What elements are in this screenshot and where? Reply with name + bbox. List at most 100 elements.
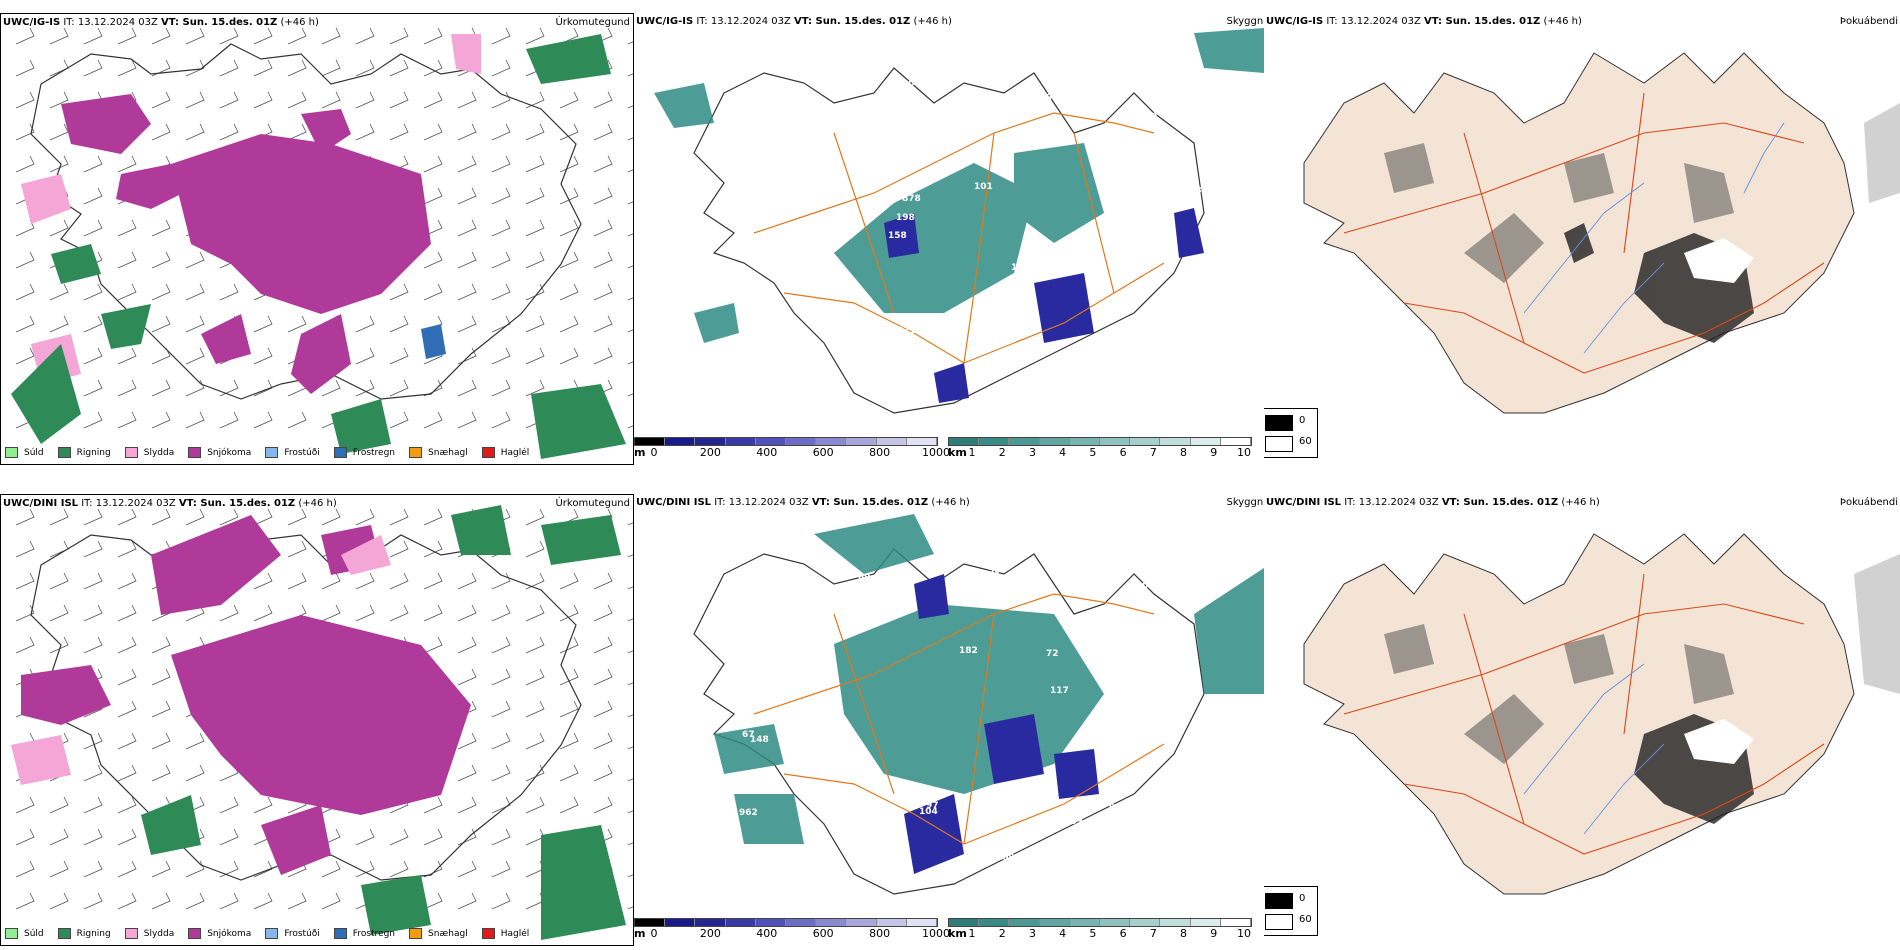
wind-barb [219,604,239,622]
wind-barb [15,27,35,45]
ceiling-value-label: 58 [912,127,925,137]
wind-barb [559,604,579,622]
ceiling-value-label: 102 [1136,581,1155,591]
wind-barb [151,315,171,333]
legend-label: Frostregn [352,928,396,939]
ceiling-value-label: 972 [1132,370,1151,380]
ceiling-value-label: 74 [1117,668,1130,678]
wind-barb [525,219,545,237]
wind-barb [559,732,579,750]
colorbar-tick: 1 [968,446,976,459]
ceiling-value-label: 203 [1006,142,1025,152]
ceiling-value-label: 49 [1094,369,1107,379]
wind-barb [219,796,239,814]
wind-barb [15,828,35,846]
wind-barb [355,91,375,109]
rain-areas [11,34,626,459]
ceiling-value-label: 158 [888,231,907,241]
wind-barb [83,315,103,333]
wind-barb [559,796,579,814]
wind-barb [185,411,205,429]
wind-barb [321,379,341,397]
colorbar-tick: 1000 [922,927,950,940]
ceiling-value-label: 198 [896,213,915,223]
wind-barb [525,283,545,301]
ceiling-value-label: 26 [1126,333,1139,343]
ceiling-value-label: 202 [822,738,841,748]
wind-barb [219,411,239,429]
legend-label: Haglél [500,447,530,458]
wind-barb [525,123,545,141]
wind-barb [423,572,443,590]
wind-barb [321,604,341,622]
wind-barb [389,828,409,846]
wind-barb [185,59,205,77]
panel-variable-label: Skyggni [1226,16,1266,27]
wind-barb [83,860,103,878]
panel-variable-label: Þokuábendi [1839,497,1898,508]
wind-barb [117,379,137,397]
wind-barb [83,347,103,365]
wind-barb [15,796,35,814]
wind-barb [15,860,35,878]
ceiling-value-label: 104 [919,807,938,817]
snow-areas [61,94,431,394]
wind-barb [117,411,137,429]
ceiling-value-labels: 972 557 201 158 203 74 64 208 104 73 101 581 58 101 12… [728,79,1202,385]
legend-label: Frostúði [284,928,320,939]
colorbar-tick: 4 [1059,927,1067,940]
wind-barb [525,251,545,269]
colorbar-tick: 200 [699,927,721,940]
wind-barb [457,604,477,622]
wind-barb [423,27,443,45]
wind-barb [525,636,545,654]
legend-swatch [188,928,202,939]
wind-barb [117,860,137,878]
legend-label: Rigning [76,447,111,458]
wind-barb [457,251,477,269]
wind-barb [389,540,409,558]
wind-barb [355,604,375,622]
wind-barb [423,411,443,429]
panel-title: UWC/IG-IS IT: 13.12.2024 03Z VT: Sun. 15… [1266,16,1582,27]
ceiling-colorbar: m 0 200 400 600 800 1000 [634,918,950,942]
wind-barb [151,91,171,109]
wind-barb [83,219,103,237]
wind-barb [287,572,307,590]
colorbar-tick: 400 [756,927,778,940]
wind-barb [423,219,443,237]
ceiling-value-label: 104 [763,305,782,315]
colorbar-tick: 9 [1210,927,1218,940]
wind-barb [321,860,341,878]
wind-barb [151,636,171,654]
wind-barb [185,347,205,365]
panel-fog-dini: UWC/DINI ISL IT: 13.12.2024 03Z VT: Sun.… [1264,494,1900,946]
colorbar-tick: 8 [1180,927,1188,940]
wind-barb [525,155,545,173]
ceiling-value-label: 58 [802,651,815,661]
legend-swatch [333,447,347,458]
wind-barb [593,347,613,365]
wind-barb [15,892,35,910]
wind-barb [117,540,137,558]
wind-barb [491,668,511,686]
wind-barb [423,251,443,269]
wind-barb [15,315,35,333]
wind-barb [117,59,137,77]
wind-barb [15,91,35,109]
wind-barb [457,860,477,878]
fog-legend-dark-swatch [1265,415,1293,431]
wind-barb [49,572,69,590]
wind-barb [491,828,511,846]
wind-barb [457,379,477,397]
ceiling-colorbar: m 0 200 400 600 800 1000 [634,437,950,461]
wind-barb [253,347,273,365]
wind-barb [219,283,239,301]
legend-label: Snæhagl [428,928,468,939]
wind-barb [355,828,375,846]
legend-label: Frostúði [284,447,320,458]
legend-swatch [124,928,138,939]
legend-item: Haglél [481,447,530,458]
wind-barb [355,860,375,878]
wind-barb [525,796,545,814]
